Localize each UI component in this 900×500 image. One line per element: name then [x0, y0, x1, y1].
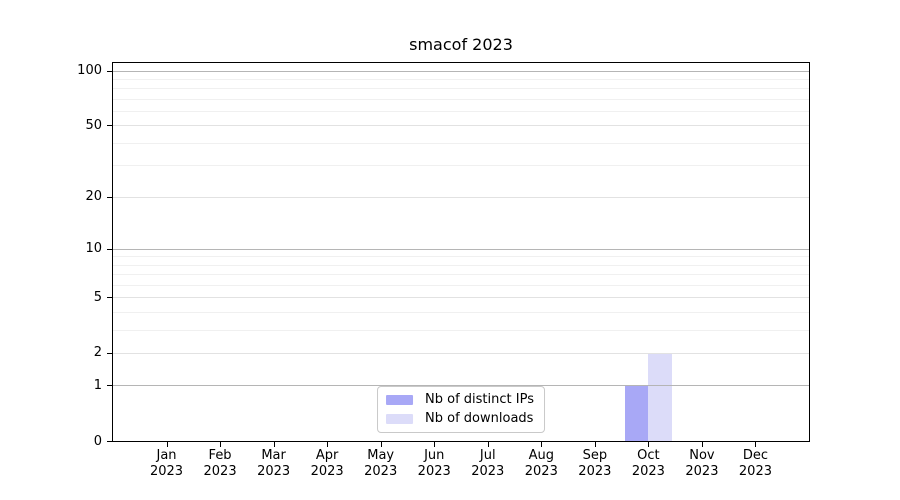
x-tick-label-line: 2023	[417, 464, 451, 479]
x-tick-label-line: 2023	[631, 464, 665, 479]
y-tick-label: 1	[93, 377, 102, 393]
x-tick	[541, 442, 543, 447]
x-tick-label: Mar 2023	[247, 448, 301, 480]
x-tick-label-line: 2023	[685, 464, 719, 479]
bar-nb-of-downloads-9	[648, 352, 672, 441]
x-tick	[166, 442, 168, 447]
x-tick	[648, 442, 650, 447]
x-tick-label-line: Sep	[582, 448, 608, 463]
y-tick	[107, 248, 112, 250]
x-tick-label: Sep 2023	[568, 448, 622, 480]
x-tick-label: Oct 2023	[621, 448, 675, 480]
x-tick-label-line: Apr	[315, 448, 339, 463]
gridline-7	[113, 274, 809, 276]
x-tick	[701, 442, 703, 447]
gridline-60	[113, 111, 809, 113]
gridline-30	[113, 165, 809, 167]
y-tick	[107, 196, 112, 198]
legend-swatch	[386, 395, 414, 405]
legend-label: Nb of distinct IPs	[425, 392, 534, 407]
x-tick-label-line: 2023	[524, 464, 558, 479]
x-tick-label-line: Nov	[689, 448, 715, 463]
gridline-2	[113, 352, 809, 354]
gridline-50	[113, 125, 809, 127]
y-tick	[107, 297, 112, 299]
y-tick-label: 5	[93, 289, 102, 305]
chart-title: smacof 2023	[409, 35, 513, 54]
x-tick	[487, 442, 489, 447]
x-tick-label: Jan 2023	[140, 448, 194, 480]
y-tick	[107, 70, 112, 72]
x-tick-label: Feb 2023	[193, 448, 247, 480]
x-tick-label-line: 2023	[364, 464, 398, 479]
x-tick-label: Dec 2023	[728, 448, 782, 480]
gridline-20	[113, 196, 809, 198]
gridline-80	[113, 88, 809, 90]
y-tick-label: 2	[93, 345, 102, 361]
y-tick	[107, 441, 112, 442]
y-tick-label: 100	[77, 63, 102, 79]
x-tick-label-line: Jun	[424, 448, 445, 463]
x-tick	[594, 442, 596, 447]
y-tick	[107, 385, 112, 387]
gridline-5	[113, 297, 809, 299]
x-tick-label: Aug 2023	[514, 448, 568, 480]
gridline-6	[113, 284, 809, 286]
x-tick-label: Apr 2023	[300, 448, 354, 480]
x-tick	[755, 442, 757, 447]
legend-label: Nb of downloads	[425, 411, 534, 426]
x-tick-label-line: Dec	[742, 448, 769, 463]
gridline-1	[113, 385, 809, 387]
gridline-70	[113, 98, 809, 100]
x-tick-label-line: 2023	[471, 464, 505, 479]
x-tick-label: Nov 2023	[675, 448, 729, 480]
x-tick-label: May 2023	[354, 448, 408, 480]
x-tick-label-line: Mar	[261, 448, 286, 463]
x-tick-label-line: Oct	[637, 448, 660, 463]
bar-nb-of-distinct-ips-9	[624, 385, 649, 441]
gridline-9	[113, 256, 809, 258]
x-tick-label-line: Jan	[156, 448, 177, 463]
x-tick	[327, 442, 329, 447]
legend-item: Nb of distinct IPs	[386, 393, 534, 407]
x-tick-label-line: 2023	[310, 464, 344, 479]
gridline-3	[113, 329, 809, 331]
x-tick-label-line: Feb	[208, 448, 232, 463]
legend-swatch	[386, 414, 414, 424]
legend-item: Nb of downloads	[386, 412, 534, 426]
y-tick	[107, 352, 112, 354]
gridline-90	[113, 78, 809, 80]
gridline-4	[113, 311, 809, 313]
x-tick-label-line: Jul	[479, 448, 496, 463]
x-tick	[273, 442, 275, 447]
x-tick-label: Jun 2023	[407, 448, 461, 480]
x-tick-label: Jul 2023	[461, 448, 515, 480]
x-tick-label-line: May	[367, 448, 395, 463]
x-tick	[220, 442, 222, 447]
x-tick-label-line: 2023	[203, 464, 237, 479]
gridline-100	[113, 70, 809, 72]
y-tick-label: 20	[85, 189, 102, 205]
gridline-8	[113, 264, 809, 266]
legend: Nb of distinct IPs Nb of downloads	[377, 386, 545, 433]
x-tick-label-line: Aug	[528, 448, 554, 463]
x-tick	[434, 442, 436, 447]
x-tick	[380, 442, 382, 447]
gridline-40	[113, 142, 809, 144]
y-tick	[107, 125, 112, 127]
y-tick-label: 0	[93, 433, 102, 449]
plot-area: Nb of distinct IPs Nb of downloads	[112, 62, 810, 442]
y-tick-label: 10	[85, 241, 102, 257]
gridline-10	[113, 248, 809, 250]
x-tick-label-line: 2023	[578, 464, 612, 479]
y-tick-label: 50	[85, 117, 102, 133]
x-tick-label-line: 2023	[738, 464, 772, 479]
x-tick-label-line: 2023	[257, 464, 291, 479]
x-tick-label-line: 2023	[149, 464, 184, 479]
